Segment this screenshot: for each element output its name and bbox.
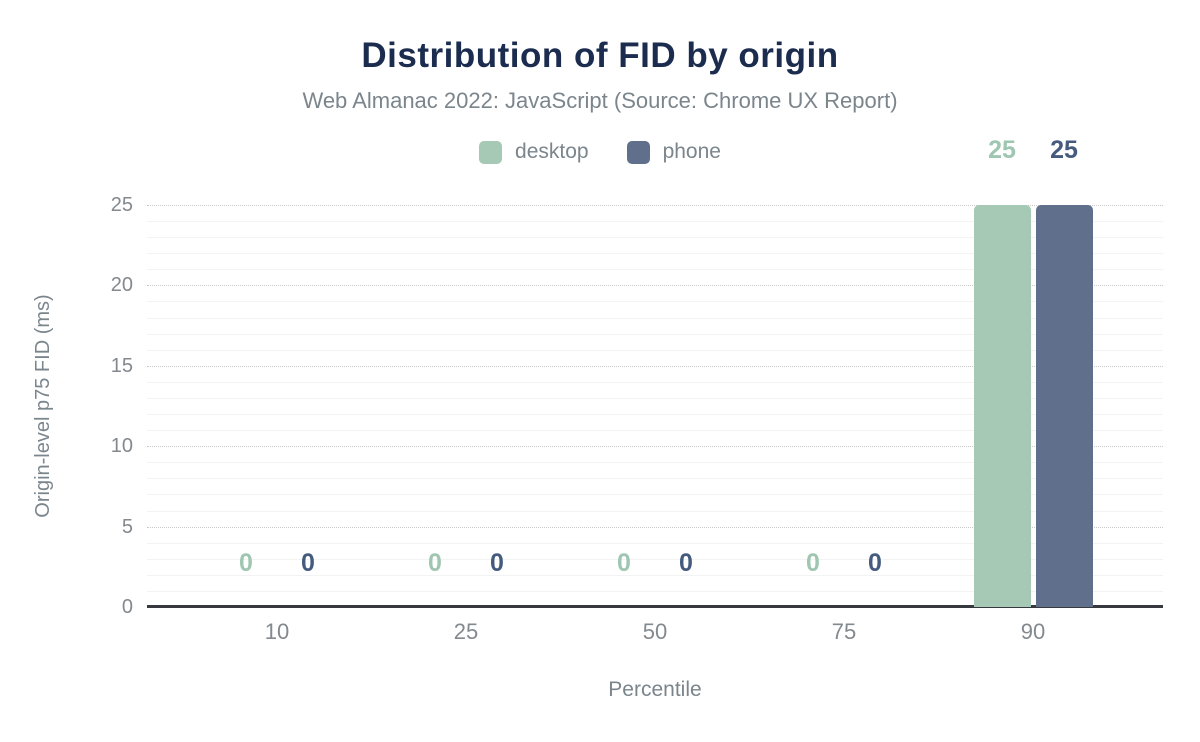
y-tick-label: 25 [110, 194, 133, 216]
legend-label-desktop: desktop [515, 140, 589, 163]
y-tick-label: 0 [121, 596, 133, 618]
gridline-minor [147, 221, 1163, 223]
plot-area: 0 5 10 15 20 25 10 25 50 75 90 0 0 0 0 0 0 0 0 25 25 [111, 136, 1163, 644]
x-tick-label: 90 [1020, 619, 1046, 644]
gridline-minor [147, 317, 1163, 319]
gridline-minor [147, 478, 1163, 480]
y-tick-label: 15 [110, 354, 133, 377]
gridline-minor [147, 237, 1163, 239]
gridline-minor [147, 414, 1163, 416]
gridline-minor [147, 590, 1163, 592]
gridline-major [147, 365, 1163, 367]
y-tick-label: 10 [110, 435, 133, 458]
x-axis-title: Percentile [608, 678, 702, 701]
gridline-minor [147, 558, 1163, 560]
value-label-desktop-p90: 25 [988, 136, 1016, 164]
x-axis-line [147, 605, 1163, 608]
value-label-phone-p90: 25 [1050, 136, 1078, 164]
chart-subtitle: Web Almanac 2022: JavaScript (Source: Ch… [302, 88, 898, 113]
x-tick-label: 10 [264, 619, 290, 644]
x-tick-label: 25 [453, 619, 479, 644]
value-label-phone-p50: 0 [679, 549, 693, 577]
gridline-minor [147, 430, 1163, 432]
gridline-minor [147, 253, 1163, 255]
y-axis-title: Origin-level p75 FID (ms) [32, 294, 54, 518]
gridline-minor [147, 542, 1163, 544]
legend-item-desktop[interactable]: desktop [479, 140, 589, 164]
value-label-phone-p10: 0 [301, 549, 315, 577]
legend: desktop phone [0, 140, 1200, 164]
desktop-swatch-icon [479, 140, 503, 164]
bar-phone-p90[interactable] [1035, 205, 1093, 607]
gridline-minor [147, 510, 1163, 512]
y-tick-label: 5 [121, 515, 133, 538]
x-tick-label: 50 [642, 619, 668, 644]
gridline-minor [147, 269, 1163, 271]
gridline-minor [147, 574, 1163, 576]
gridline-minor [147, 381, 1163, 383]
value-label-desktop-p75: 0 [806, 549, 820, 577]
bar-desktop-p90[interactable] [973, 205, 1031, 607]
phone-swatch-icon [626, 140, 650, 164]
value-label-phone-p75: 0 [868, 549, 882, 577]
gridline-minor [147, 333, 1163, 335]
y-tick-label: 20 [110, 274, 133, 297]
legend-label-phone: phone [662, 140, 721, 163]
gridline-major [147, 526, 1163, 528]
chart-title: Distribution of FID by origin [361, 36, 839, 75]
gridline-major [147, 285, 1163, 287]
gridline-major [147, 205, 1163, 206]
x-tick-label: 75 [831, 619, 857, 644]
legend-item-phone[interactable]: phone [626, 140, 721, 164]
value-label-phone-p25: 0 [490, 549, 504, 577]
value-label-desktop-p10: 0 [239, 549, 253, 577]
value-label-desktop-p25: 0 [428, 549, 442, 577]
gridline-minor [147, 301, 1163, 303]
gridline-minor [147, 397, 1163, 399]
value-label-desktop-p50: 0 [617, 549, 631, 577]
gridline-minor [147, 462, 1163, 464]
gridline-minor [147, 494, 1163, 496]
gridline-major [147, 446, 1163, 448]
gridline-minor [147, 349, 1163, 351]
